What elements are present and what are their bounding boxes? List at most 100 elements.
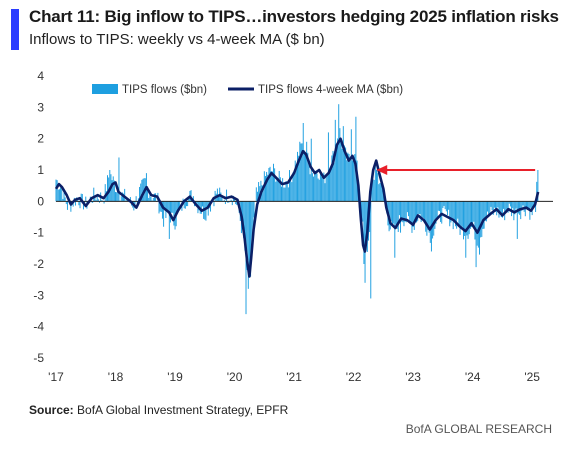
bar — [272, 163, 274, 202]
bar — [234, 199, 236, 202]
bar — [487, 201, 489, 212]
bar — [348, 153, 350, 202]
bar — [285, 181, 287, 202]
bar — [406, 201, 408, 213]
x-tick-label: '23 — [405, 370, 421, 384]
bar — [316, 173, 318, 202]
bar — [504, 201, 506, 221]
bar — [226, 189, 228, 202]
bar — [428, 201, 430, 233]
bar — [448, 201, 450, 210]
bar — [95, 200, 97, 202]
bar — [276, 178, 278, 202]
x-tick-label: '19 — [167, 370, 183, 384]
bar — [441, 201, 443, 224]
legend: TIPS flows ($bn) TIPS flows 4-week MA ($… — [92, 84, 403, 96]
bar — [372, 179, 374, 202]
bar — [332, 150, 334, 202]
bar — [78, 201, 80, 206]
bar — [402, 201, 404, 223]
bar — [424, 201, 426, 223]
source-note: Source: BofA Global Investment Strategy,… — [29, 403, 288, 417]
bar — [158, 201, 160, 214]
bar — [516, 201, 518, 239]
bar — [136, 201, 138, 204]
bar — [362, 201, 364, 222]
bar — [334, 119, 336, 202]
bar — [283, 187, 285, 202]
bar — [292, 172, 294, 202]
bar — [489, 201, 491, 215]
bar — [484, 201, 486, 221]
bar — [129, 197, 131, 202]
bar — [85, 196, 87, 202]
bar — [311, 173, 313, 202]
bar — [267, 174, 269, 202]
bar — [80, 193, 82, 202]
bar — [97, 199, 99, 202]
bar — [393, 201, 395, 224]
bar — [262, 189, 264, 202]
bar — [523, 201, 525, 212]
bar — [500, 201, 502, 217]
bar — [363, 201, 365, 264]
bar — [121, 192, 123, 202]
bar — [99, 201, 100, 203]
bar — [473, 201, 475, 222]
bar — [284, 187, 286, 202]
bar — [351, 160, 353, 202]
bar — [501, 201, 503, 218]
bar — [149, 195, 151, 202]
bar — [235, 201, 237, 205]
legend-bars-swatch — [92, 84, 118, 94]
bar — [419, 201, 421, 215]
bar — [248, 201, 250, 277]
bar — [295, 164, 297, 202]
bar — [171, 201, 173, 213]
bar — [507, 201, 509, 213]
bar — [177, 201, 179, 211]
bar — [198, 201, 200, 211]
bar — [250, 201, 252, 277]
bar — [66, 201, 68, 210]
bar — [392, 201, 394, 226]
bar — [308, 162, 310, 202]
bar — [306, 141, 308, 202]
bar — [190, 190, 192, 202]
bar — [60, 187, 62, 202]
bar — [485, 201, 487, 222]
bar — [467, 201, 469, 239]
bar — [244, 201, 246, 251]
bar — [497, 201, 499, 208]
bar — [252, 201, 254, 237]
bar — [326, 175, 328, 202]
bar — [277, 178, 279, 202]
bar — [416, 201, 418, 223]
bar — [271, 171, 273, 202]
bar — [505, 201, 507, 212]
bar — [445, 201, 447, 212]
bar — [246, 201, 248, 270]
bar — [243, 201, 245, 239]
bar — [503, 201, 505, 209]
bar — [318, 179, 320, 202]
bar — [429, 201, 431, 243]
bar — [111, 180, 113, 202]
y-tick-label: 3 — [37, 100, 44, 114]
bar — [535, 201, 537, 213]
bar — [323, 172, 325, 202]
bar — [147, 186, 149, 202]
bar — [139, 186, 141, 202]
y-tick-label: -2 — [33, 257, 44, 271]
bar — [303, 150, 305, 202]
bar — [187, 201, 189, 207]
bar — [152, 197, 154, 202]
bar — [342, 126, 344, 202]
source-label: Source: — [29, 403, 74, 417]
bar — [305, 152, 307, 202]
bar — [63, 188, 65, 202]
bar — [472, 201, 474, 226]
bar — [321, 176, 323, 202]
bar — [492, 201, 494, 215]
bar — [168, 201, 170, 239]
